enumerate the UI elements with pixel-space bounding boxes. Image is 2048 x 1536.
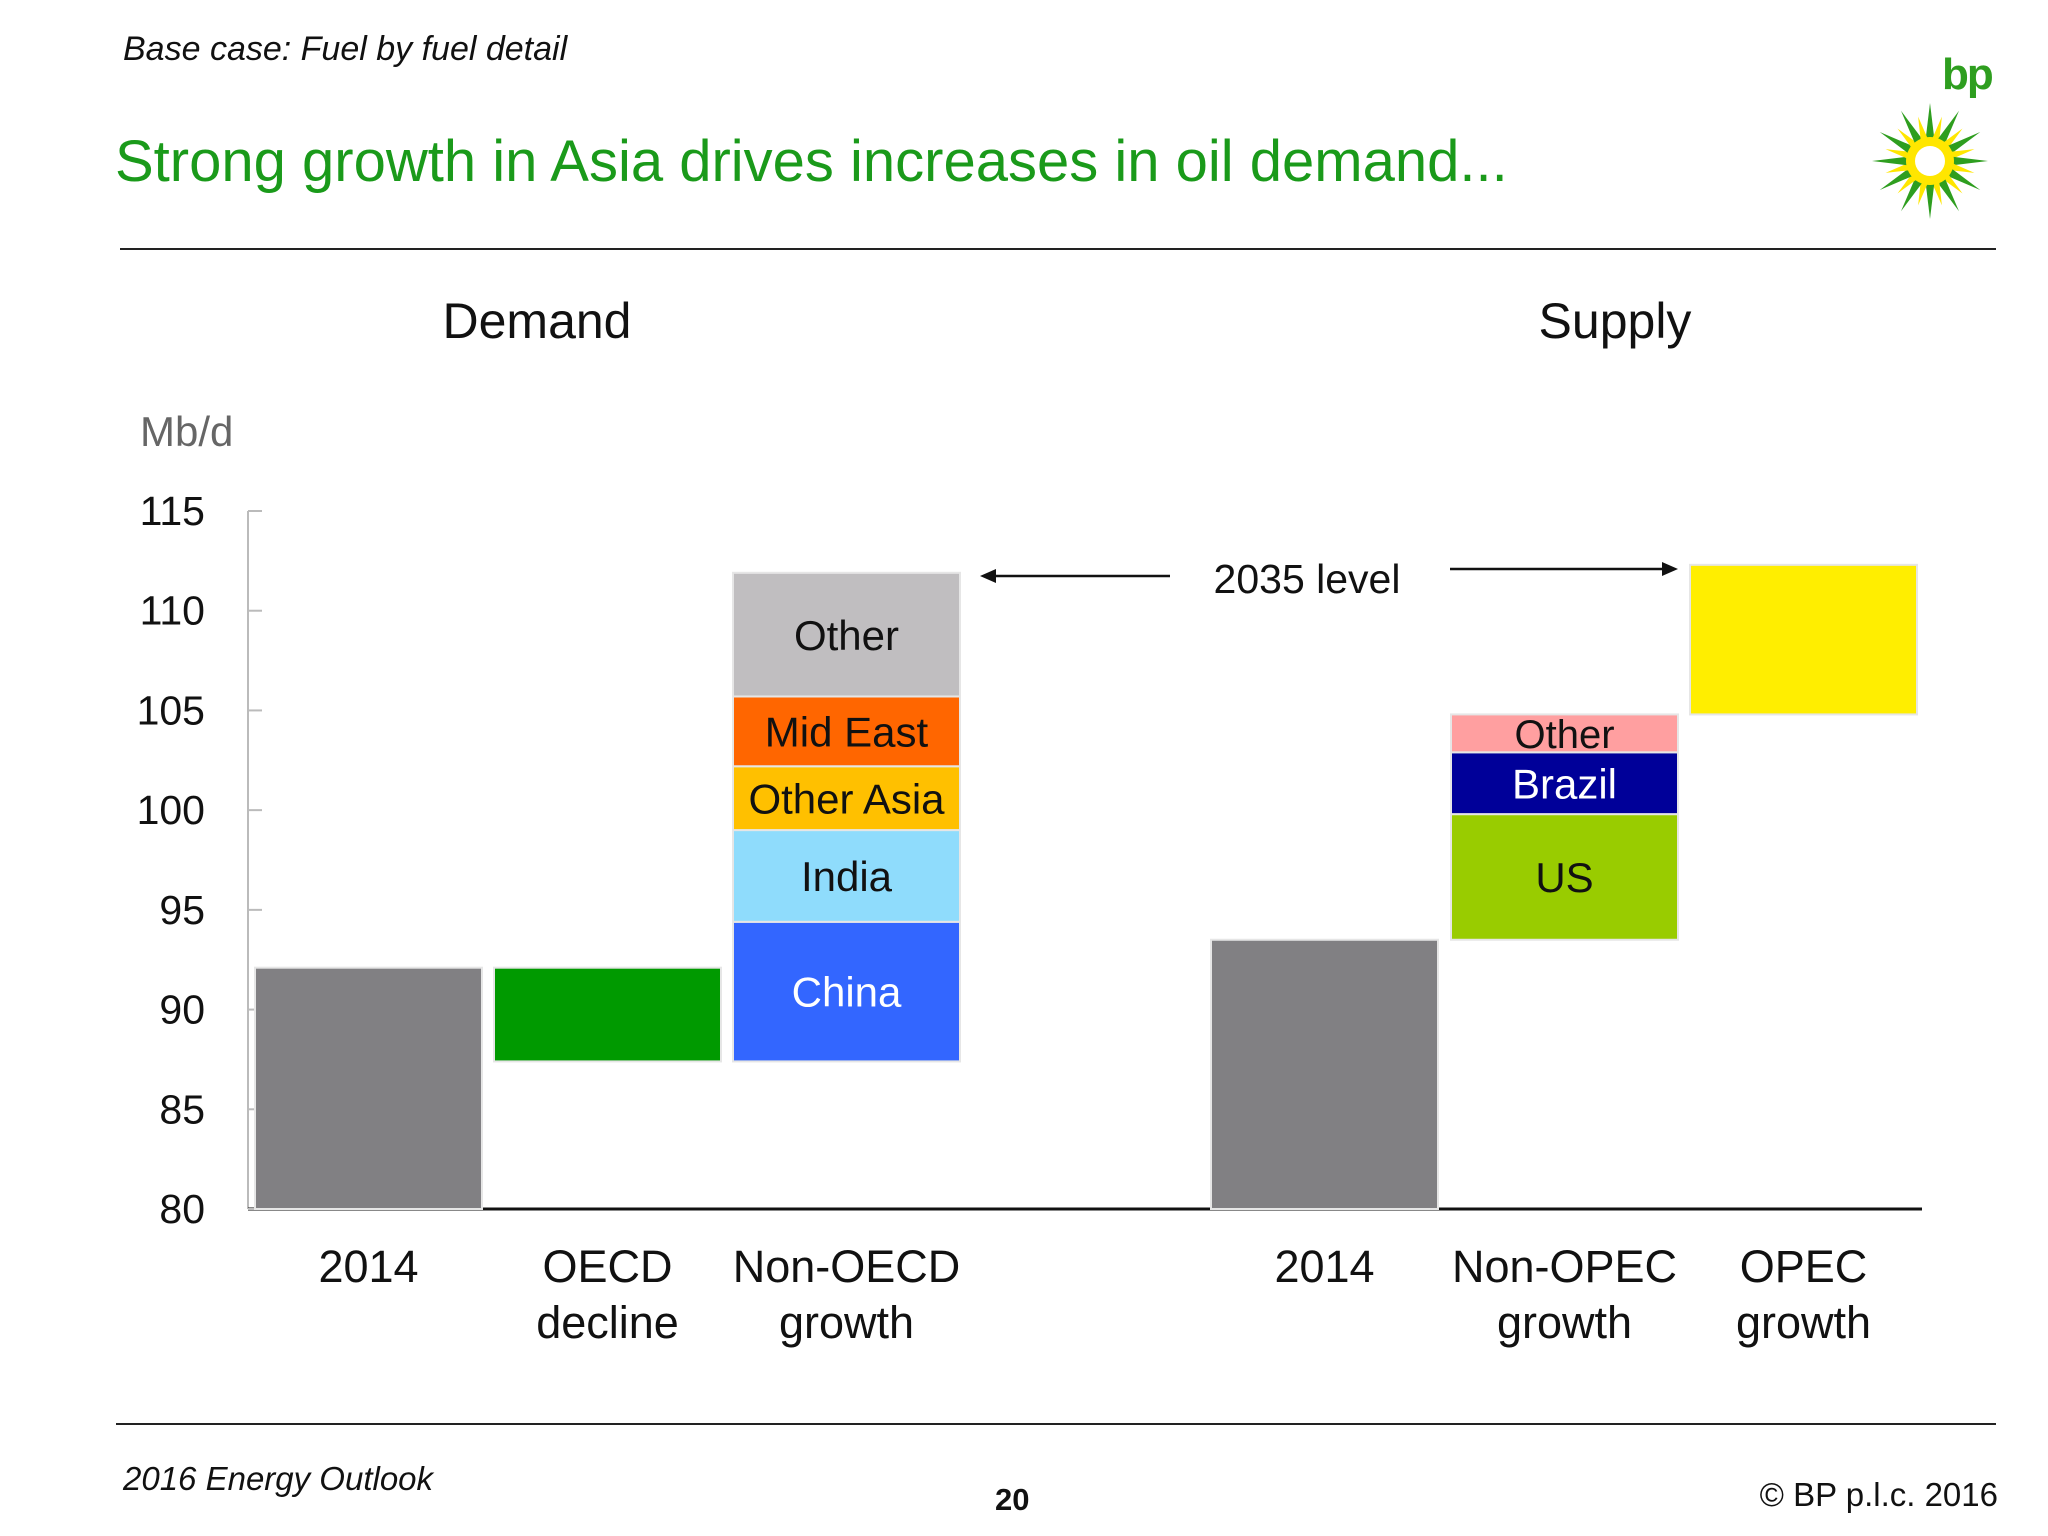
copyright: © BP p.l.c. 2016 — [1759, 1476, 1998, 1513]
bar — [1689, 563, 1918, 716]
category-label: decline — [536, 1297, 679, 1348]
y-tick-label: 100 — [137, 787, 205, 833]
y-tick-label: 105 — [137, 687, 205, 733]
slide-subtitle: Base case: Fuel by fuel detail — [123, 30, 568, 68]
bar — [493, 966, 722, 1063]
panel-title: Demand — [443, 293, 632, 349]
y-tick-label: 90 — [159, 987, 205, 1033]
y-tick-label: 110 — [140, 588, 205, 634]
bar — [1210, 938, 1439, 1210]
segment-label: Brazil — [1512, 760, 1617, 807]
segment-label: China — [792, 969, 902, 1016]
category-label: growth — [779, 1297, 914, 1348]
category-label: OECD — [542, 1241, 672, 1292]
panel-title: Supply — [1539, 293, 1692, 349]
annotation-2035-level: 2035 level — [1214, 556, 1401, 602]
category-label: 2014 — [1274, 1241, 1374, 1292]
bar-segment-other-asia — [732, 765, 961, 832]
slide-title: Strong growth in Asia drives increases i… — [115, 129, 1508, 194]
bar-segment-other — [732, 571, 961, 698]
category-label: growth — [1736, 1297, 1871, 1348]
category-label: OPEC — [1740, 1241, 1868, 1292]
segment-label: Other — [1514, 713, 1614, 757]
segment-label: Other Asia — [748, 775, 945, 822]
header-divider — [120, 248, 1996, 250]
bp-helios-logo-icon — [1872, 103, 1988, 219]
bar-segment-china — [732, 920, 961, 1063]
category-label: Non-OECD — [733, 1241, 961, 1292]
annotation-arrowhead-left — [980, 569, 996, 583]
annotation-arrowhead-right — [1662, 562, 1678, 576]
oil-demand-supply-chart: 80 85 90 95 100 105 110 115 Mb/d Demand 2014 OECDde… — [137, 293, 1922, 1348]
bar-segment-brazil — [1450, 751, 1679, 816]
y-tick-label: 85 — [159, 1086, 205, 1132]
segment-label: Other — [794, 612, 899, 659]
bp-logo-text: bp — [1942, 50, 1994, 99]
bar-segment-mid-east — [732, 695, 961, 768]
y-tick-label: 95 — [159, 887, 205, 933]
bar — [254, 966, 483, 1210]
segment-label: US — [1535, 854, 1593, 901]
y-axis-unit-label: Mb/d — [140, 408, 233, 455]
segment-label: Mid East — [765, 708, 929, 755]
segment-label: India — [801, 853, 893, 900]
category-label: growth — [1497, 1297, 1632, 1348]
bar-segment-india — [732, 829, 961, 923]
bar-segment-us — [1450, 813, 1679, 941]
footer-publication: 2016 Energy Outlook — [123, 1460, 434, 1497]
category-label: 2014 — [318, 1241, 418, 1292]
category-label: Non-OPEC — [1452, 1241, 1677, 1292]
y-tick-label: 80 — [159, 1186, 205, 1232]
footer-divider — [116, 1423, 1996, 1425]
bar-segment-other — [1450, 713, 1679, 754]
page-number: 20 — [995, 1482, 1030, 1517]
y-tick-label: 115 — [140, 488, 205, 534]
